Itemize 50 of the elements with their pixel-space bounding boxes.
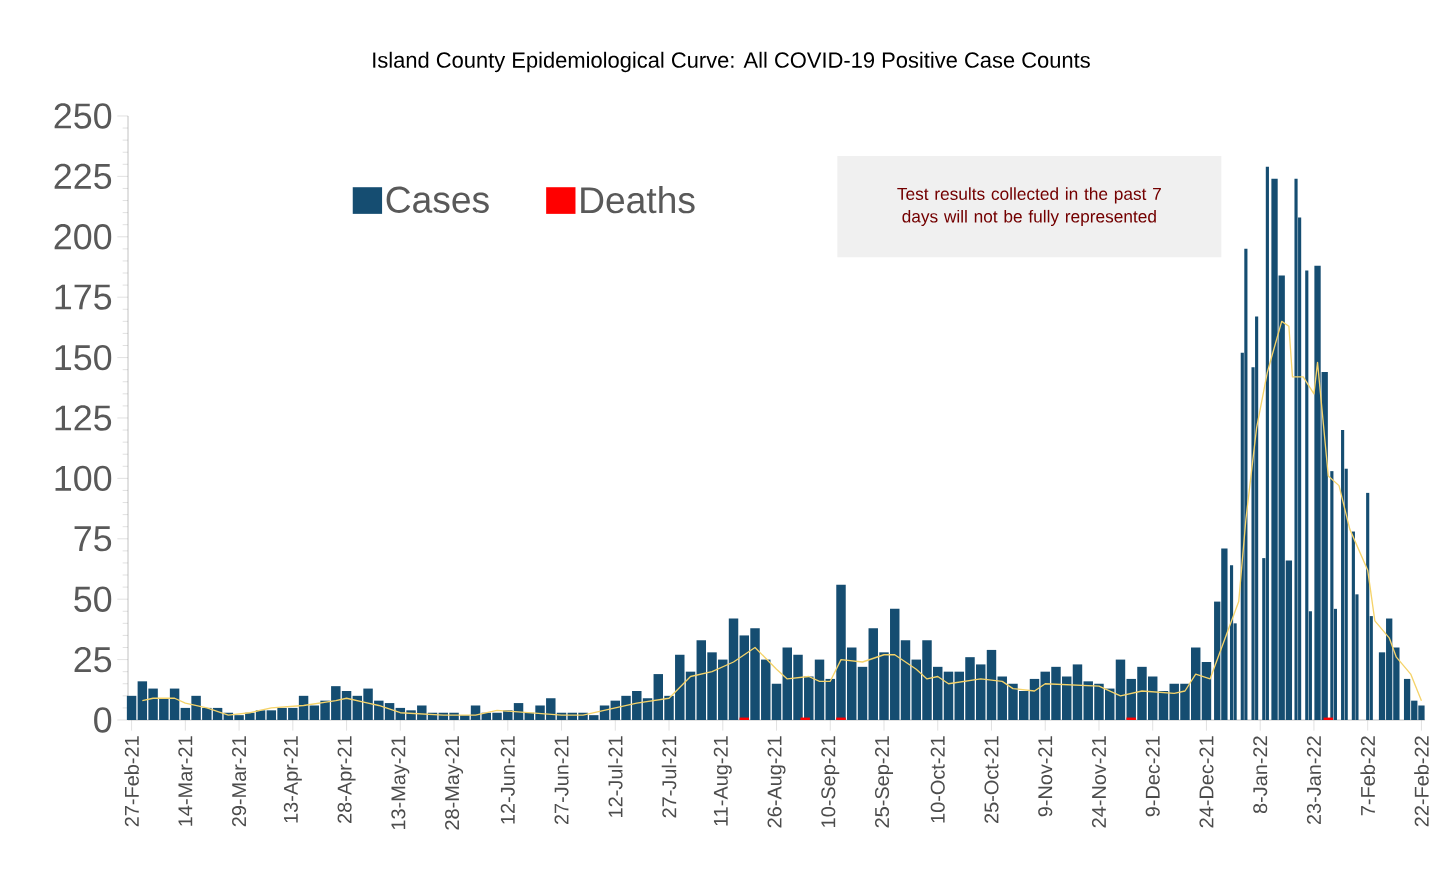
- x-tick-label: 26-Aug-21: [767, 736, 786, 828]
- bar: [857, 666, 868, 720]
- x-tick-label: 22-Feb-22: [1414, 736, 1429, 827]
- legend-label: Cases: [386, 186, 489, 213]
- y-tick-label: 125: [55, 405, 112, 431]
- x-tick-label: 27-Jul-21: [661, 736, 677, 818]
- x-tick-label: 28-May-21: [445, 736, 464, 830]
- x-tick-label: 13-May-21: [391, 736, 410, 830]
- bar: [1072, 664, 1083, 720]
- x-tick-label: 11-Aug-21: [713, 736, 732, 826]
- x-tick-label: 7-Feb-22: [1360, 736, 1376, 816]
- x-tick-label: 23-Jan-22: [1306, 736, 1321, 825]
- bar: [126, 695, 137, 720]
- x-tick-label: 9-Nov-21: [1038, 736, 1053, 817]
- bar: [814, 659, 825, 720]
- x-tick-label: 24-Nov-21: [1091, 736, 1107, 828]
- bar: [900, 640, 911, 720]
- x-tick-label: 14-Mar-21: [178, 736, 193, 826]
- x-tick-label: 29-Mar-21: [232, 736, 247, 827]
- x-tick-label: 9-Dec-21: [1145, 736, 1160, 817]
- bar: [986, 649, 997, 720]
- legend-label: Deaths: [581, 186, 695, 214]
- x-tick-label: 27-Feb-21: [124, 736, 139, 827]
- bar: [771, 683, 782, 720]
- x-tick-label: 24-Dec-21: [1199, 736, 1214, 828]
- chart-title: Island County Epidemiological Curve: All COVID-19 Positive Case Counts: [373, 51, 1090, 73]
- bar: [1029, 678, 1040, 720]
- y-tick-label: 50: [74, 586, 112, 612]
- bar: [1201, 662, 1212, 720]
- y-tick-label: 100: [55, 465, 112, 492]
- x-tick-label: 25-Sep-21: [874, 736, 894, 828]
- x-tick-label: 27-Jun-21: [554, 736, 569, 825]
- y-tick-label: 25: [74, 646, 112, 673]
- y-tick-label: 175: [55, 284, 112, 310]
- x-tick-label: 25-Oct-21: [984, 736, 999, 823]
- bar: [943, 671, 954, 720]
- x-tick-label: 8-Jan-22: [1253, 736, 1268, 814]
- x-tick-label: 10-Oct-21: [930, 736, 945, 823]
- y-tick-label: 225: [54, 163, 112, 190]
- y-tick-label: 150: [55, 344, 112, 371]
- y-tick-label: 0: [94, 707, 112, 733]
- x-tick-label: 10-Sep-21: [821, 736, 840, 827]
- y-tick-label: 75: [74, 526, 112, 552]
- y-tick-label: 250: [54, 103, 112, 129]
- x-tick-label: 12-Jul-21: [607, 736, 623, 817]
- x-tick-label: 12-Jun-21: [500, 736, 515, 824]
- y-tick-label: 200: [54, 224, 112, 250]
- annotation: Test results collected in the past 7 days will not be fully represented: [897, 187, 1161, 226]
- x-tick-label: 28-Apr-21: [337, 736, 356, 823]
- x-tick-label: 13-Apr-21: [283, 736, 302, 823]
